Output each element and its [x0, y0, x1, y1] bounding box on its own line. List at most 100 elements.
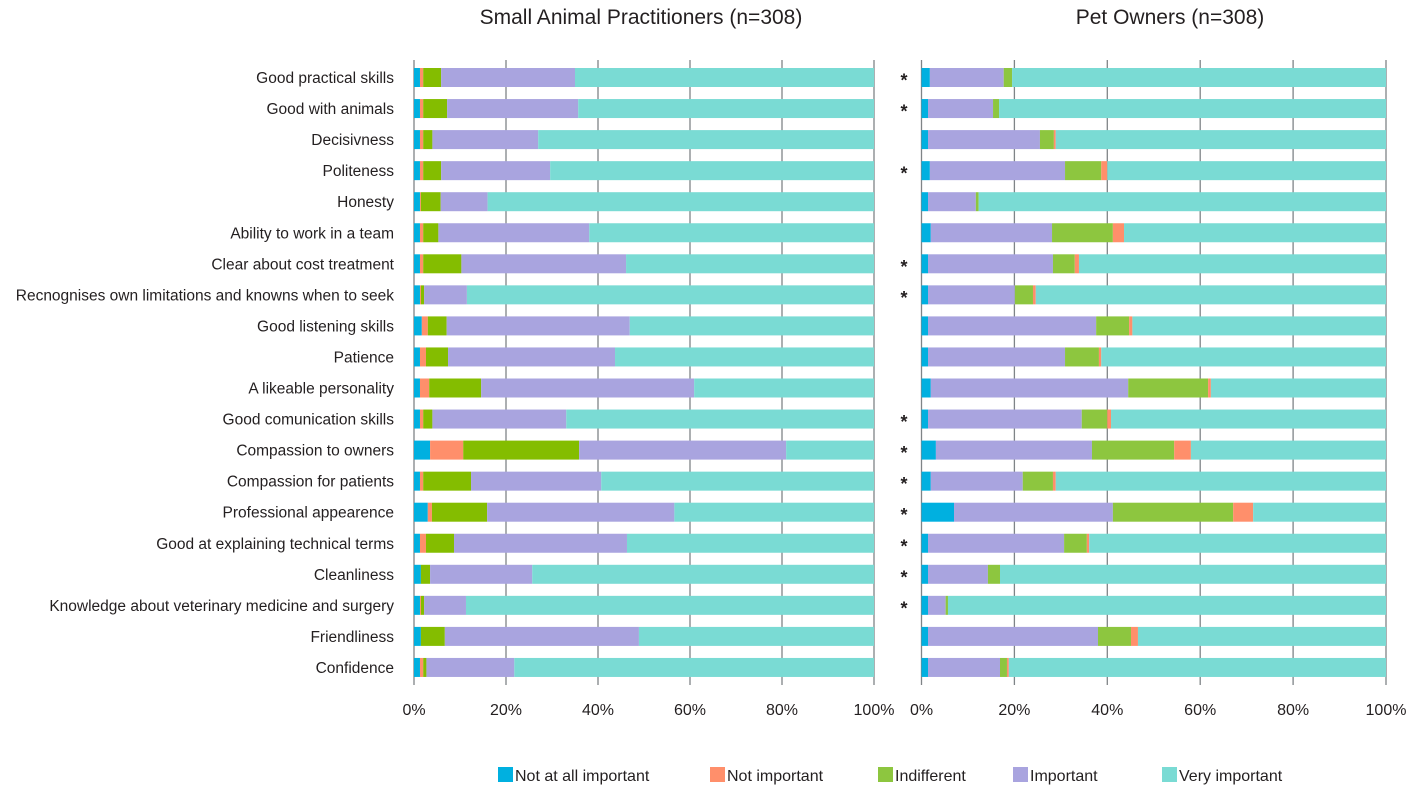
- bar-segment-very-important: [1137, 626, 1386, 646]
- bar-segment-not-at-all: [921, 533, 929, 553]
- bar-segment-very-important: [629, 316, 874, 336]
- significance-marker: *: [900, 536, 907, 556]
- bar-segment-indifferent: [1065, 161, 1102, 181]
- significance-marker: *: [900, 102, 907, 122]
- bar-segment-very-important: [566, 409, 874, 429]
- bar-segment-very-important: [1210, 378, 1386, 398]
- category-label: Ability to work in a team: [230, 225, 394, 242]
- bar-segment-indifferent: [1091, 440, 1175, 460]
- bar-segment-not-at-all: [414, 223, 420, 243]
- bar-segment-very-important: [1089, 533, 1386, 553]
- bar-segment-very-important: [1190, 440, 1386, 460]
- bar-segment-important: [441, 161, 551, 181]
- bar-segment-not-at-all: [414, 316, 422, 336]
- bar-segment-important: [928, 254, 1053, 274]
- bar-segment-indifferent: [423, 68, 442, 87]
- bar-segment-not-important: [419, 471, 424, 491]
- bar-segment-not-at-all: [414, 502, 428, 522]
- x-tick-label: 80%: [1277, 702, 1309, 719]
- bar-segment-important: [440, 192, 488, 212]
- bar-row-politeness: [414, 161, 874, 181]
- x-tick-label: 40%: [1091, 702, 1123, 719]
- bar-segment-not-important: [419, 99, 424, 119]
- bar-segment-not-important: [1107, 409, 1112, 429]
- bar-segment-not-at-all: [921, 316, 929, 336]
- bar-segment-important: [930, 223, 1053, 243]
- category-label: Patience: [334, 349, 394, 366]
- bar-segment-not-at-all: [921, 502, 955, 522]
- bar-segment-indifferent: [423, 161, 442, 181]
- bar-row-good-comunication-skills: [921, 409, 1386, 429]
- bar-segment-not-important: [419, 68, 424, 87]
- bar-segment-very-important: [487, 192, 874, 212]
- legend-swatch: [710, 767, 725, 782]
- bar-segment-important: [447, 99, 579, 119]
- bar-row-recnognises-own-limitations-and-knowns-when-to-seek: [414, 285, 874, 305]
- bar-segment-important: [579, 440, 787, 460]
- category-label: Recnognises own limitations and knowns w…: [16, 287, 394, 304]
- bar-segment-very-important: [615, 347, 874, 367]
- bar-segment-important: [928, 130, 1040, 150]
- bar-row-confidence: [921, 657, 1386, 677]
- category-label: Good practical skills: [256, 70, 394, 87]
- bar-row-good-listening-skills: [414, 316, 874, 336]
- bar-row-cleanliness: [921, 564, 1386, 584]
- bar-row-decisivness: [414, 130, 874, 150]
- bar-segment-important: [928, 285, 1015, 305]
- bar-segment-important: [929, 68, 1004, 87]
- bar-segment-very-important: [575, 68, 874, 87]
- bar-segment-indifferent: [423, 223, 439, 243]
- bar-segment-very-important: [978, 192, 1386, 212]
- significance-marker: *: [900, 412, 907, 432]
- x-tick-label: 20%: [490, 702, 522, 719]
- bar-row-good-at-explaining-technical-terms: [414, 533, 874, 553]
- bar-segment-not-at-all: [921, 192, 929, 212]
- bar-segment-important: [481, 378, 695, 398]
- bar-segment-not-important: [419, 192, 421, 212]
- bar-segment-not-important: [419, 347, 426, 367]
- bar-segment-not-at-all: [921, 130, 929, 150]
- bar-segment-very-important: [626, 254, 874, 274]
- significance-marker: *: [900, 505, 907, 525]
- category-labels: Good practical skills Good with animals De…: [16, 70, 395, 677]
- bar-segment-not-important: [1006, 657, 1009, 677]
- bar-segment-very-important: [626, 533, 874, 553]
- legend-label: Not at all important: [515, 768, 650, 785]
- bar-segment-very-important: [514, 657, 874, 677]
- bar-segment-very-important: [1124, 223, 1386, 243]
- bar-segment-indifferent: [429, 378, 482, 398]
- bar-segment-not-at-all: [921, 161, 930, 181]
- category-label: Good at explaining technical terms: [156, 536, 394, 553]
- bar-segment-not-important: [1032, 285, 1036, 305]
- bar-segment-very-important: [694, 378, 874, 398]
- bar-segment-very-important: [1035, 285, 1386, 305]
- bar-segment-not-important: [419, 130, 424, 150]
- bar-row-good-at-explaining-technical-terms: [921, 533, 1386, 553]
- bar-segment-important: [444, 626, 639, 646]
- bar-segment-indifferent: [1096, 316, 1130, 336]
- x-tick-label: 80%: [766, 702, 798, 719]
- bar-row-a-likeable-personality: [414, 378, 874, 398]
- bar-segment-not-at-all: [414, 533, 420, 553]
- bar-segment-important: [929, 161, 1066, 181]
- bar-segment-indifferent: [420, 192, 441, 212]
- bar-row-good-practical-skills: [921, 68, 1386, 87]
- bar-segment-not-at-all: [921, 595, 929, 615]
- bar-row-knowledge-about-veterinary-medicine-and-surgery: [921, 595, 1386, 615]
- bar-segment-very-important: [674, 502, 874, 522]
- legend-swatch: [1162, 767, 1177, 782]
- legend: Not at all important Not important Indiffe…: [498, 767, 1283, 785]
- category-label: Compassion for patients: [227, 474, 394, 491]
- bar-row-professional-appearence: [414, 502, 874, 522]
- bar-row-politeness: [921, 161, 1386, 181]
- x-tick-label: 20%: [998, 702, 1030, 719]
- panel-small-animal-practitioners: Small Animal Practitioners (n=308) 0% 20%…: [402, 6, 894, 719]
- bar-segment-important: [432, 409, 567, 429]
- bar-segment-not-important: [419, 533, 426, 553]
- bar-segment-indifferent: [1022, 471, 1053, 491]
- bar-row-knowledge-about-veterinary-medicine-and-surgery: [414, 595, 874, 615]
- bar-segment-very-important: [786, 440, 874, 460]
- bar-segment-important: [928, 626, 1099, 646]
- bar-segment-not-at-all: [414, 409, 420, 429]
- bar-row-good-with-animals: [414, 99, 874, 119]
